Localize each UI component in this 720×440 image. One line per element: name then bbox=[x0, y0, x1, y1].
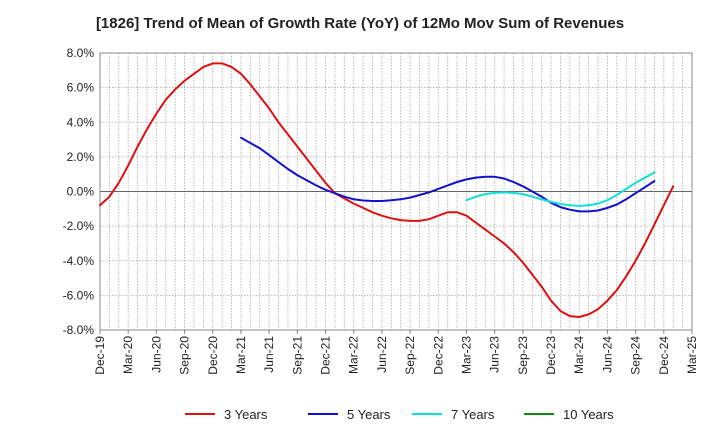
x-tick-label: Mar-23 bbox=[459, 336, 473, 374]
series-line-5-years bbox=[240, 136, 656, 213]
x-tick-label: Sep-23 bbox=[516, 336, 530, 375]
x-tick-label: Jun-22 bbox=[375, 336, 389, 373]
series-layer bbox=[99, 62, 675, 318]
x-tick-label: Jun-21 bbox=[262, 336, 276, 373]
y-tick-label: -6.0% bbox=[63, 288, 95, 302]
y-tick-label: 2.0% bbox=[67, 150, 95, 164]
x-tick-label: Mar-22 bbox=[347, 336, 361, 374]
y-tick-label: 6.0% bbox=[67, 81, 95, 95]
x-tick-label: Mar-21 bbox=[234, 336, 248, 374]
grid-layer bbox=[100, 53, 692, 330]
x-tick-label: Sep-20 bbox=[178, 336, 192, 375]
x-tick-label: Mar-20 bbox=[121, 336, 135, 374]
legend-label: 5 Years bbox=[347, 407, 391, 422]
x-tick-label: Sep-24 bbox=[629, 336, 643, 375]
y-tick-label: 4.0% bbox=[67, 115, 95, 129]
x-tick-label: Dec-24 bbox=[657, 336, 671, 375]
legend-label: 3 Years bbox=[224, 407, 268, 422]
axes-layer: 8.0% 6.0% 4.0% 2.0% 0.0% -2.0% -4.0% -6.0% -8.0%… bbox=[63, 46, 699, 375]
chart-title: [1826] Trend of Mean of Growth Rate (YoY… bbox=[95, 15, 625, 32]
x-tick-label: Mar-24 bbox=[572, 336, 586, 374]
plot-frame bbox=[99, 52, 693, 331]
y-tick-label: 8.0% bbox=[67, 46, 95, 60]
x-tick-label: Sep-22 bbox=[403, 336, 417, 375]
y-tick-label: -8.0% bbox=[63, 323, 95, 337]
x-tick-label: Dec-22 bbox=[431, 336, 445, 375]
x-tick-label: Jun-20 bbox=[149, 336, 163, 373]
x-tick-label: Dec-21 bbox=[319, 336, 333, 375]
series-line-7-years bbox=[465, 171, 656, 207]
x-tick-label: Jun-24 bbox=[600, 336, 614, 373]
x-tick-label: Dec-19 bbox=[93, 336, 107, 375]
x-tick-label: Sep-21 bbox=[290, 336, 304, 375]
x-tick-label: Mar-25 bbox=[685, 336, 699, 374]
x-tick-label: Jun-23 bbox=[488, 336, 502, 373]
y-tick-label: 0.0% bbox=[67, 185, 95, 199]
y-tick-label: -2.0% bbox=[63, 219, 95, 233]
legend-label: 10 Years bbox=[563, 407, 614, 422]
y-tick-label: -4.0% bbox=[63, 254, 95, 268]
x-tick-label: Dec-23 bbox=[544, 336, 558, 375]
x-tick-label: Dec-20 bbox=[206, 336, 220, 375]
legend-label: 7 Years bbox=[451, 407, 495, 422]
legend-layer: 3 Years 5 Years 7 Years 10 Years bbox=[185, 407, 614, 422]
series-line-3-years bbox=[99, 62, 675, 318]
